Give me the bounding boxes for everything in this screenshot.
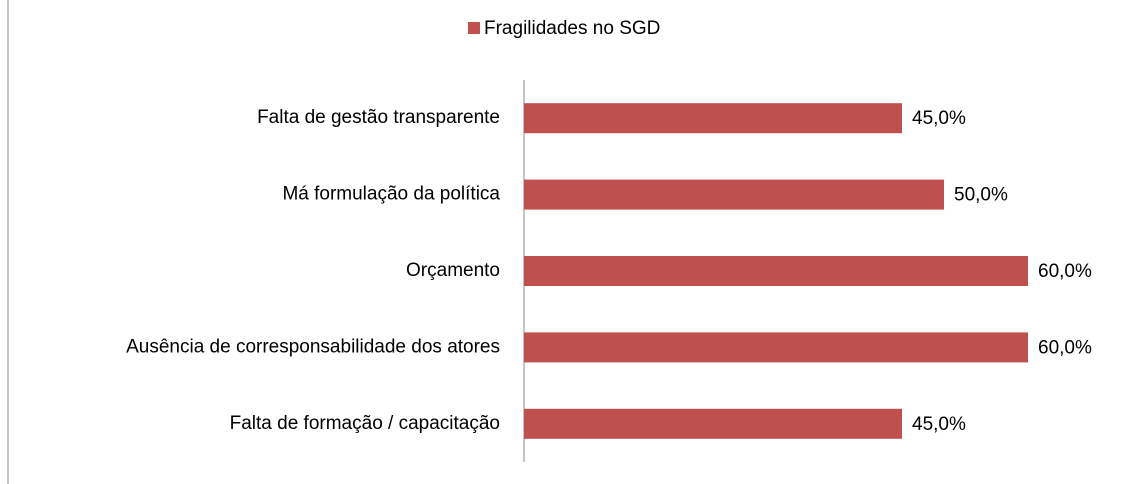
bar: [524, 332, 1028, 363]
category-label: Falta de gestão transparente: [257, 107, 500, 128]
category-label: Falta de formação / capacitação: [230, 413, 500, 434]
value-label: 45,0%: [912, 108, 966, 129]
bar: [524, 408, 902, 439]
category-label: Ausência de corresponsabilidade dos ator…: [126, 336, 500, 357]
category-label: Orçamento: [406, 260, 500, 281]
bar: [524, 103, 902, 134]
value-label: 60,0%: [1038, 261, 1092, 282]
value-label: 50,0%: [954, 185, 1008, 206]
bar: [524, 179, 944, 210]
bar: [524, 256, 1028, 286]
value-label: 45,0%: [912, 414, 966, 435]
category-label: Má formulação da política: [282, 184, 500, 205]
value-label: 60,0%: [1038, 337, 1092, 358]
legend-label: Fragilidades no SGD: [484, 18, 660, 39]
legend-swatch: [468, 22, 480, 34]
